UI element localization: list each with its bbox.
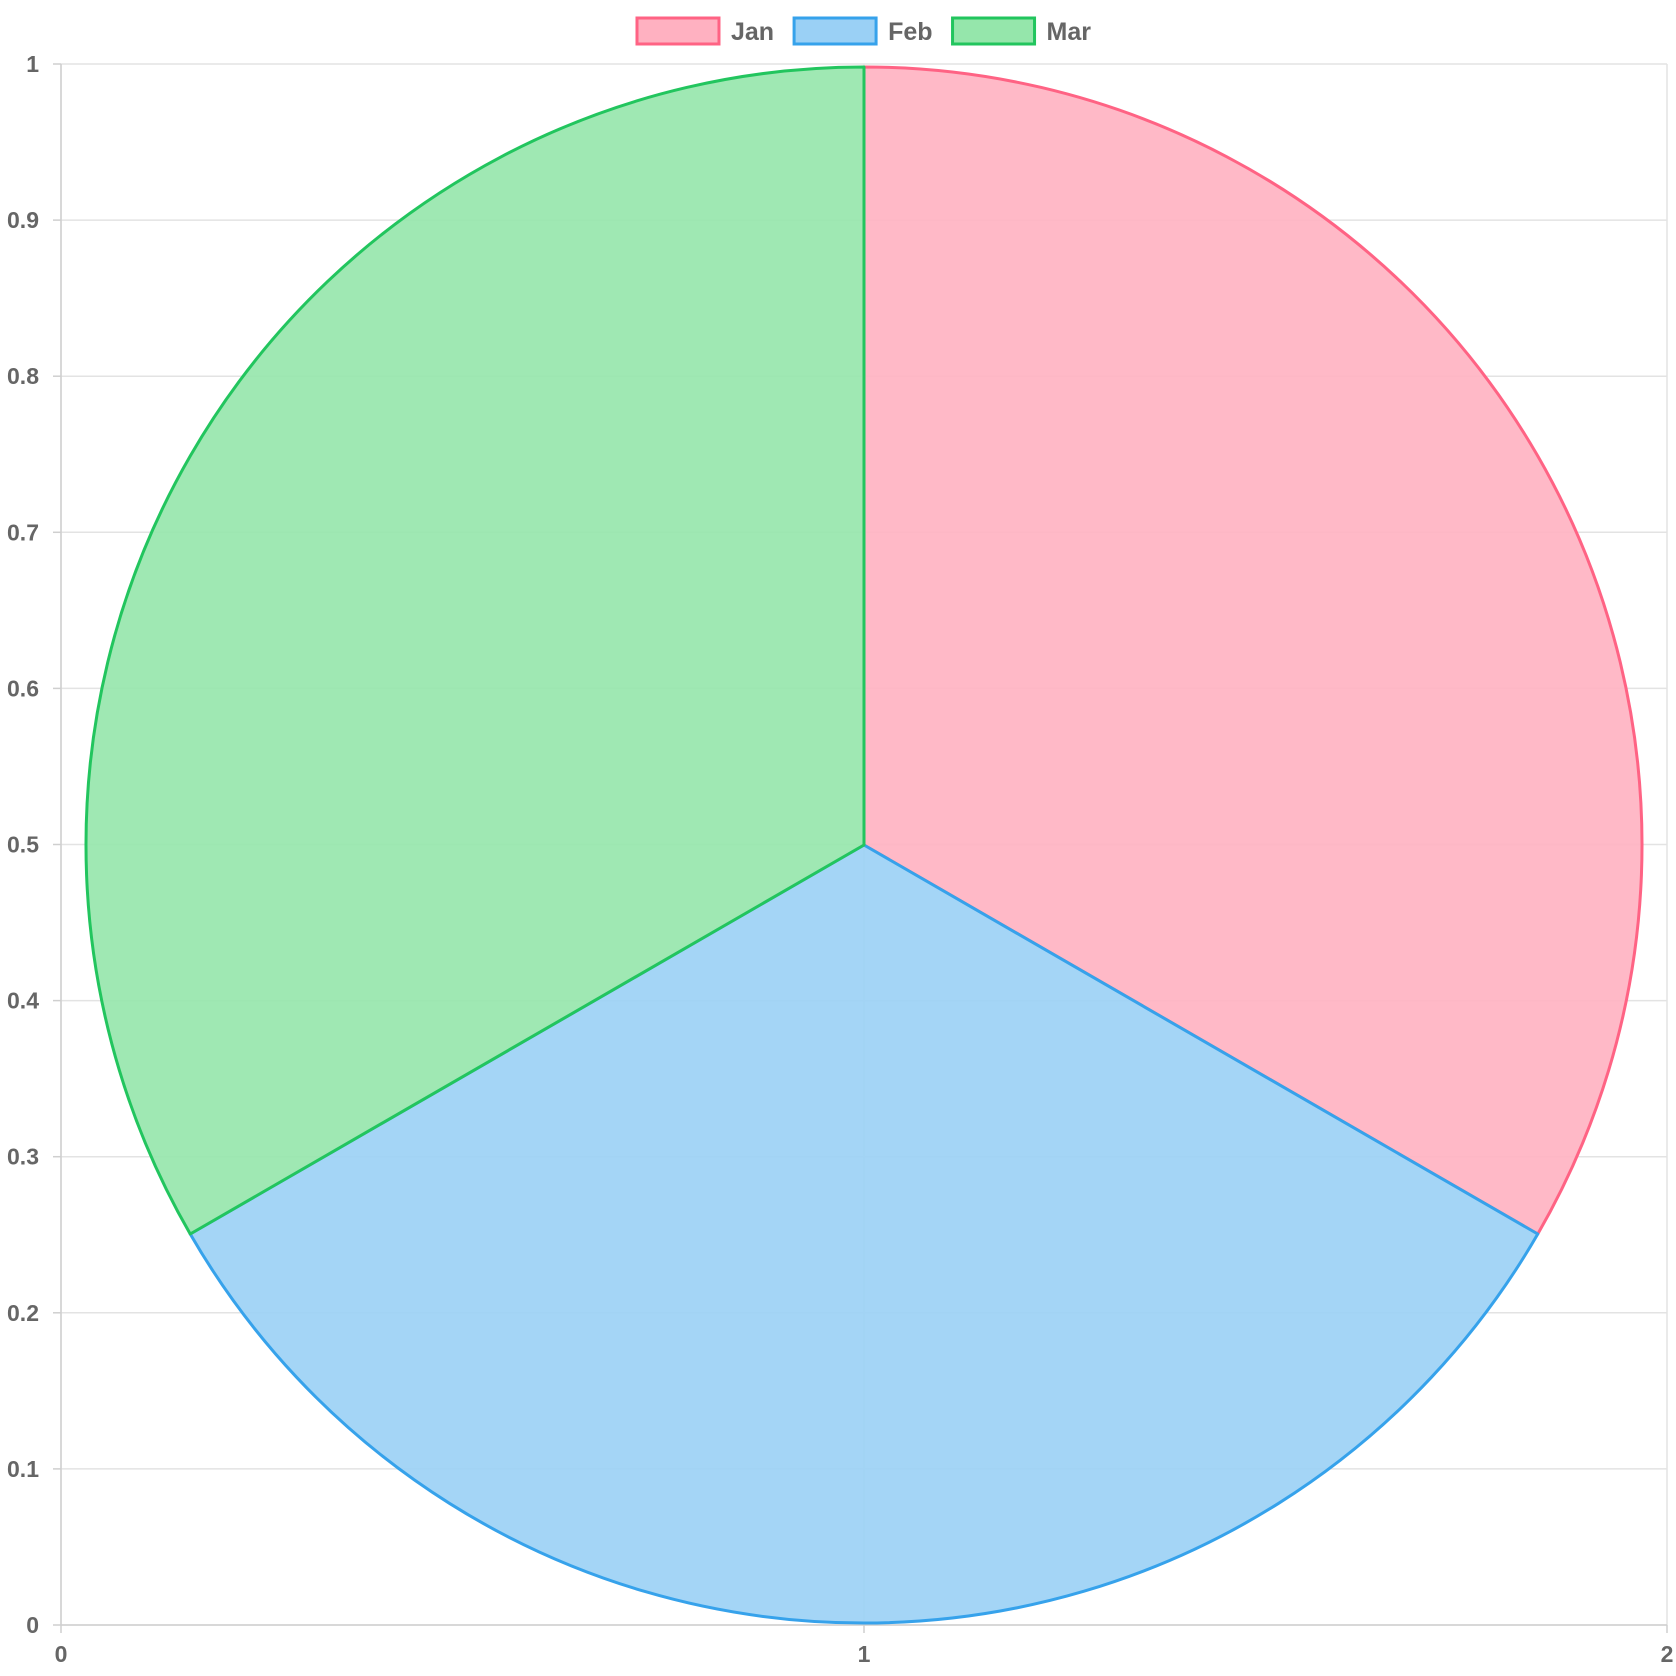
legend-label: Mar: [1047, 18, 1092, 46]
legend-item-feb[interactable]: Feb: [792, 16, 933, 46]
legend-swatch: [792, 16, 878, 46]
pie-slice-feb[interactable]: [188, 843, 1540, 1625]
y-tick-label: 0.4: [7, 988, 39, 1014]
legend-label: Jan: [731, 18, 774, 46]
legend: Jan Feb Mar: [635, 16, 1092, 46]
y-tick-label: 0.6: [7, 675, 39, 701]
y-tick-label: 0.1: [7, 1456, 39, 1482]
legend-label: Feb: [888, 18, 932, 46]
y-tick-label: 0.2: [7, 1300, 39, 1326]
pie-slices: [84, 65, 1644, 1625]
y-tick-label: 0.3: [7, 1144, 39, 1170]
legend-item-jan[interactable]: Jan: [635, 16, 774, 46]
x-tick-label: 2: [1661, 1641, 1674, 1667]
y-tick-label: 0.8: [7, 363, 39, 389]
x-tick-label: 1: [858, 1641, 871, 1667]
y-tick-label: 0.7: [7, 519, 39, 545]
y-tick-label: 0: [26, 1612, 39, 1638]
pie-slice-jan[interactable]: [862, 65, 1644, 1236]
y-tick-label: 0.9: [7, 207, 39, 233]
x-tick-label: 0: [55, 1641, 68, 1667]
axes: 0 0.1 0.2 0.3 0.4 0.5 0.6 0.7 0.8 0.9 1 0 1 2: [7, 51, 1673, 1667]
legend-swatch: [635, 16, 721, 46]
legend-swatch: [951, 16, 1037, 46]
y-tick-label: 1: [26, 51, 39, 77]
y-tick-label: 0.5: [7, 832, 39, 858]
pie-slice-mar[interactable]: [84, 65, 866, 1236]
legend-item-mar[interactable]: Mar: [951, 16, 1092, 46]
